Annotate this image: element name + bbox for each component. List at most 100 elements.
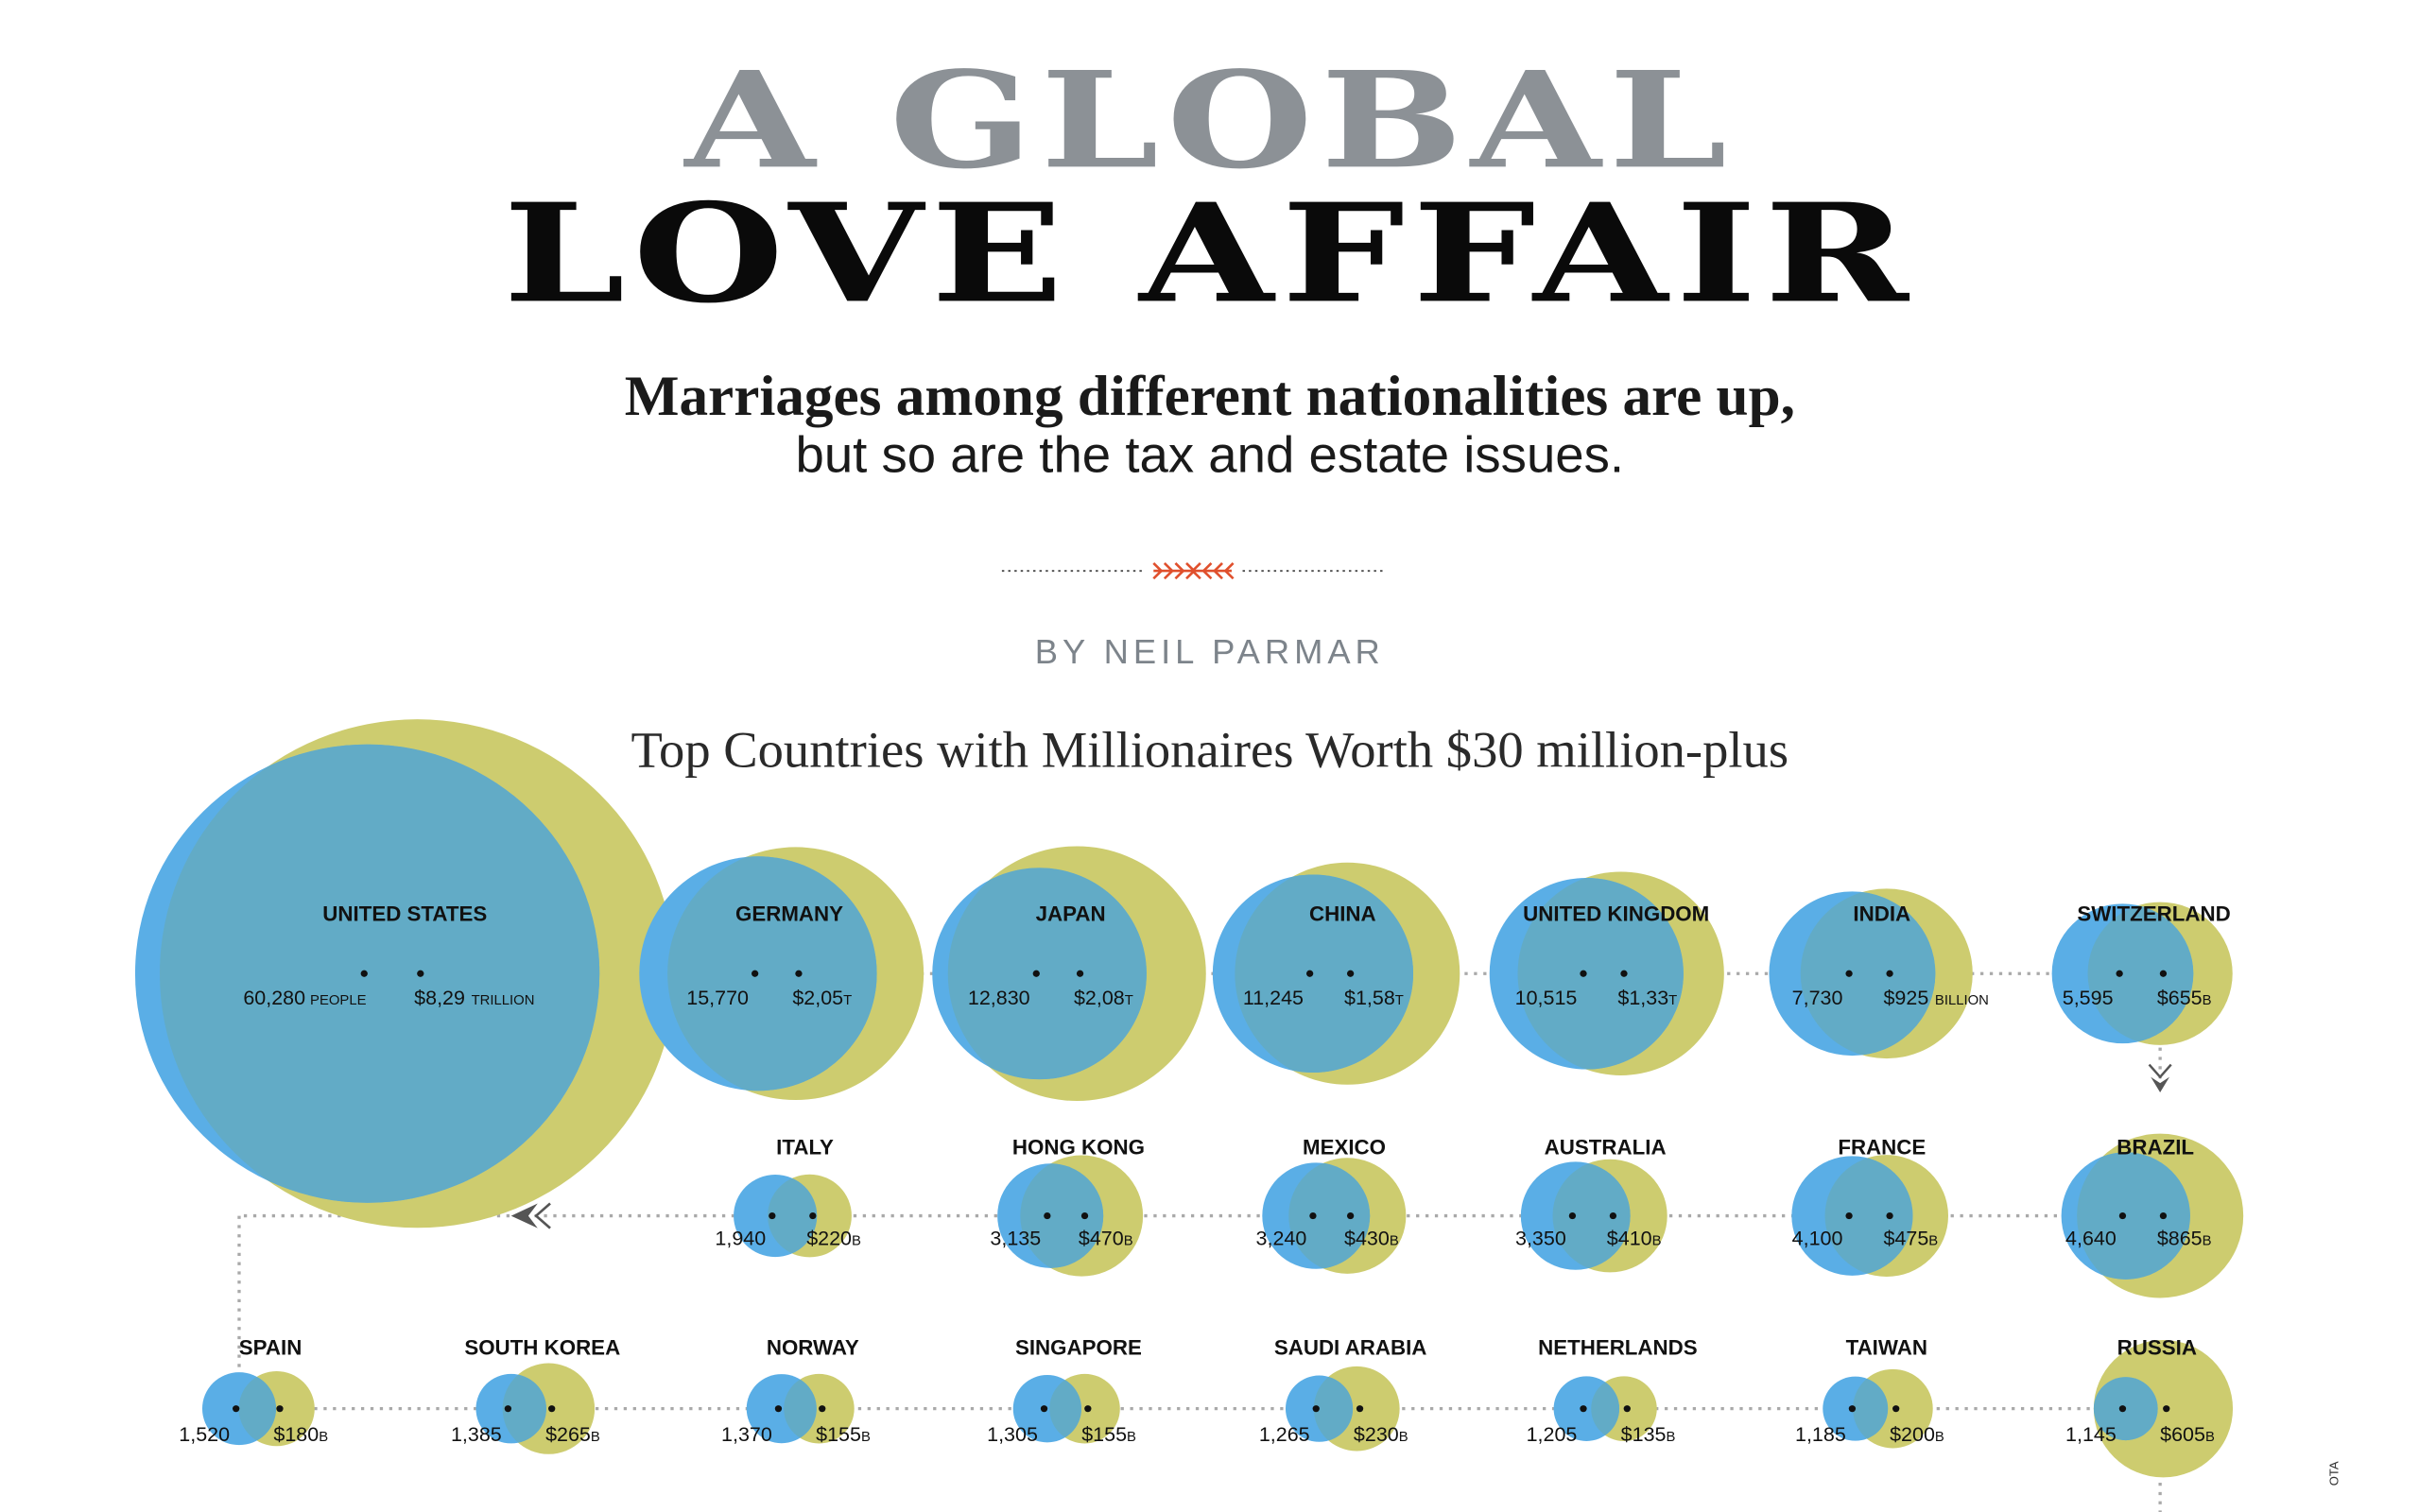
country-label: BRAZIL [2117,1135,2194,1159]
wealth-unit: TRILLION [472,993,535,1008]
wealth-dot [819,1405,826,1413]
arrow-feather-icon [1152,562,1235,580]
wealth-unit: B [852,1234,861,1249]
people-label: 1,265 [1259,1423,1310,1446]
people-dot [1312,1405,1320,1413]
photo-credit: OTA [2327,1461,2341,1486]
people-dot [2116,970,2123,977]
country-label: ITALY [776,1135,834,1159]
country-label: AUSTRALIA [1545,1135,1667,1159]
chart-title: Top Countries with Millionaires Worth $3… [631,723,1789,780]
country-label: CHINA [1309,902,1376,926]
people-dot [1845,970,1853,977]
bubble-hong-kong: HONG KONG 3,135 $470B [990,1135,1145,1277]
people-label: 3,350 [1515,1228,1566,1250]
wealth-label: $470B [1079,1228,1133,1250]
people-label: 3,240 [1256,1228,1307,1250]
wealth-unit: B [1652,1234,1662,1249]
country-label: UNITED STATES [322,902,487,926]
wealth-unit: B [1124,1234,1133,1249]
wealth-dot [809,1211,817,1220]
people-dot [1305,970,1314,977]
people-label: 1,940 [715,1228,766,1250]
wealth-dot [1886,970,1893,977]
bubble-india: INDIA 7,730 $925 BILLION [1769,888,1989,1059]
country-label: HONG KONG [1012,1135,1145,1159]
people-label: 1,145 [2065,1423,2117,1446]
headline-line-2: LOVE AFFAIR [503,172,1917,334]
wealth-unit: B [591,1430,600,1445]
wealth-dot [1356,1405,1364,1413]
people-dot [1044,1211,1051,1220]
people-dot [2118,1405,2127,1413]
people-label: 4,100 [1792,1228,1843,1250]
wealth-unit: B [2203,993,2212,1008]
wealth-dot [795,970,803,977]
overlap-area [1591,1376,1620,1441]
wealth-dot [276,1405,284,1413]
country-label: JAPAN [1036,902,1106,926]
people-label: 10,515 [1515,987,1578,1009]
wealth-unit: B [2205,1430,2215,1445]
wealth-label: $155B [816,1423,871,1446]
people-label: 5,595 [2063,987,2114,1009]
people-label: 12,830 [968,987,1030,1009]
wealth-label: $220B [806,1228,861,1250]
wealth-label: $2,08T [1074,987,1133,1009]
wealth-label: $865B [2157,1228,2212,1250]
bubble-norway: NORWAY 1,370 $155B [721,1336,871,1446]
down-arrow-icon [2148,1063,2172,1092]
bubble-china: CHINA 11,245 $1,58T [1212,862,1460,1085]
people-label: 1,185 [1795,1423,1846,1446]
people-label: 1,385 [451,1423,502,1446]
wealth-unit: B [1399,1430,1408,1445]
wealth-unit: B [1390,1234,1399,1249]
bubble-france: FRANCE 4,100 $475B [1791,1135,1949,1277]
wealth-unit: T [1125,993,1133,1008]
wealth-label: $1,58T [1344,987,1404,1009]
people-dot [1568,1211,1577,1220]
wealth-dot [1084,1405,1092,1413]
wealth-label: $135B [1621,1423,1676,1446]
country-label: GERMANY [735,902,843,926]
people-dot [1848,1405,1857,1413]
wealth-unit: B [319,1430,328,1445]
wealth-dot [1346,1211,1355,1220]
wealth-label: $605B [2160,1423,2215,1446]
bubble-australia: AUSTRALIA 3,350 $410B [1515,1135,1667,1273]
wealth-label: $180B [273,1423,328,1446]
people-label: 60,280 PEOPLE [243,987,366,1009]
wealth-label: $1,33T [1617,987,1677,1009]
wealth-unit: BILLION [1935,993,1989,1008]
overlap-area [1049,1374,1081,1443]
country-label: FRANCE [1838,1135,1926,1159]
people-label: 1,520 [179,1423,230,1446]
bubble-mexico: MEXICO 3,240 $430B [1256,1135,1407,1274]
wealth-dot [1623,1405,1631,1413]
people-label: 4,640 [2065,1228,2117,1250]
people-dot [360,970,368,977]
wealth-label: $410B [1607,1228,1662,1250]
subtitle-line-1: Marriages among different nationalities … [624,365,1795,429]
bubble-south-korea: SOUTH KOREA 1,385 $265B [451,1336,620,1454]
wealth-unit: T [1668,993,1677,1008]
wealth-dot [2159,970,2168,977]
bubble-germany: GERMANY 15,770 $2,05T [639,847,924,1101]
country-label: UNITED KINGDOM [1523,902,1709,926]
wealth-dot [1620,970,1628,977]
people-dot [1580,1405,1587,1413]
wealth-label: $155B [1081,1423,1136,1446]
people-dot [1040,1405,1048,1413]
people-label: 1,305 [987,1423,1038,1446]
bubble-saudi-arabia: SAUDI ARABIA 1,265 $230B [1259,1336,1426,1452]
headline-line-1: A GLOBAL [684,43,1736,199]
wealth-unit: T [843,993,852,1008]
wealth-label: $8,29 TRILLION [414,987,534,1009]
people-unit: PEOPLE [310,993,367,1008]
country-label: NORWAY [767,1336,859,1360]
people-dot [769,1211,776,1220]
wealth-dot [2163,1405,2170,1413]
country-label: RUSSIA [2117,1336,2197,1360]
